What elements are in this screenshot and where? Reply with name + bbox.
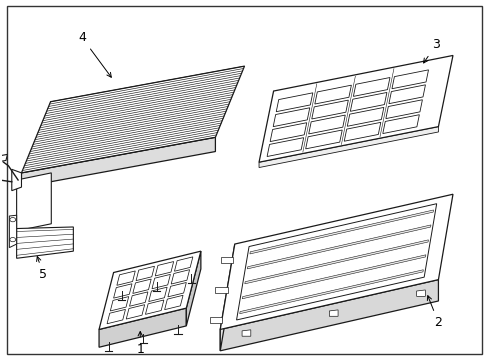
Text: 1: 1 <box>136 332 144 356</box>
Polygon shape <box>21 66 244 173</box>
Polygon shape <box>416 290 425 296</box>
Polygon shape <box>249 210 433 254</box>
Text: 3: 3 <box>423 38 439 63</box>
Polygon shape <box>242 330 250 336</box>
Polygon shape <box>17 227 73 258</box>
Polygon shape <box>210 317 222 323</box>
Polygon shape <box>9 215 17 248</box>
Polygon shape <box>186 251 201 326</box>
Polygon shape <box>329 310 337 316</box>
Polygon shape <box>220 244 234 351</box>
Polygon shape <box>215 287 227 293</box>
Polygon shape <box>244 240 427 284</box>
Polygon shape <box>247 225 430 269</box>
Polygon shape <box>99 251 201 329</box>
Polygon shape <box>239 270 423 314</box>
Polygon shape <box>259 127 438 167</box>
Polygon shape <box>220 257 232 263</box>
Polygon shape <box>236 204 436 320</box>
Polygon shape <box>259 55 452 162</box>
Text: 4: 4 <box>78 31 111 77</box>
Polygon shape <box>220 280 438 351</box>
Polygon shape <box>12 169 21 191</box>
Text: 2: 2 <box>427 296 442 329</box>
Polygon shape <box>21 137 215 187</box>
Polygon shape <box>99 308 186 347</box>
Polygon shape <box>0 154 7 162</box>
Polygon shape <box>220 194 452 329</box>
Text: 5: 5 <box>37 257 47 281</box>
Polygon shape <box>242 255 425 299</box>
Polygon shape <box>17 173 51 231</box>
